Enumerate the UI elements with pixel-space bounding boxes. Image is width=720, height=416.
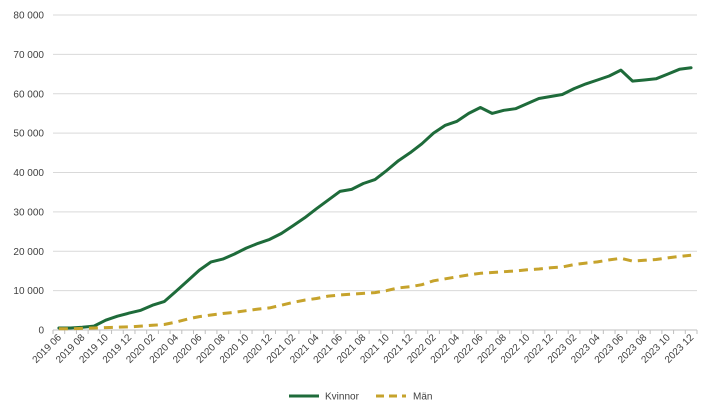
y-tick-label: 40 000 bbox=[13, 168, 44, 179]
legend: Kvinnor Män bbox=[289, 392, 432, 403]
y-axis-tick-labels: 0 10 000 20 000 30 000 40 000 50 000 60 000 70 … bbox=[13, 11, 44, 337]
y-tick-label: 50 000 bbox=[13, 129, 44, 140]
y-tick-label: 70 000 bbox=[13, 50, 44, 61]
series-line-kvinnor bbox=[57, 66, 693, 330]
legend-label: Kvinnor bbox=[325, 392, 360, 403]
legend-label: Män bbox=[413, 392, 432, 403]
y-tick-label: 80 000 bbox=[13, 11, 44, 22]
series-line-man bbox=[58, 253, 692, 331]
series-lines bbox=[57, 66, 693, 331]
gridlines bbox=[53, 14, 697, 292]
y-tick-label: 20 000 bbox=[13, 247, 44, 258]
y-tick-label: 60 000 bbox=[13, 89, 44, 100]
y-tick-label: 30 000 bbox=[13, 207, 44, 218]
y-tick-label: 10 000 bbox=[13, 286, 44, 297]
x-axis bbox=[52, 329, 698, 334]
y-tick-label: 0 bbox=[38, 326, 44, 337]
